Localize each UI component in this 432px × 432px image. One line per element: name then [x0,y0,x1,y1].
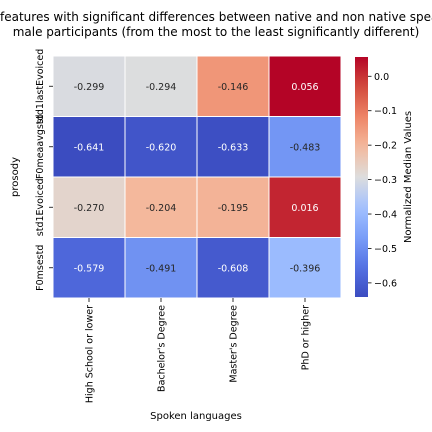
x-axis-ticks: High School or lower Bachelor's Degree Mas… [85,298,312,403]
heatmap-cell [268,55,342,117]
cell-value-label: -0.294 [146,82,177,93]
cell-value-label: -0.146 [218,82,249,93]
chart-title-line-1: features with significant differences be… [0,10,432,24]
colorbar-tick-label: −0.6 [374,278,397,289]
cell-value-label: -0.195 [218,203,249,214]
heatmap-cell [196,176,270,238]
colorbar-tick-label: −0.1 [374,106,397,117]
cell-value-label: 0.056 [291,82,318,93]
colorbar-tick-label: −0.2 [374,141,397,152]
colorbar-ticks: 0.0 −0.1 −0.2 −0.3 −0.4 −0.5 −0.6 [368,72,397,289]
cell-value-label: -0.608 [218,263,249,274]
colorbar-tick-label: 0.0 [374,72,389,83]
cell-value-label: -0.491 [146,263,177,274]
heatmap-cell [124,116,198,178]
colorbar: 0.0 −0.1 −0.2 −0.3 −0.4 −0.5 −0.6 Normalized M… [355,57,414,297]
heatmap-cell [52,237,126,299]
chart-title-line-2: male participants (from the most to the … [12,25,420,39]
x-axis-label: Spoken languages [150,411,242,422]
cell-value-label: -0.299 [74,82,105,93]
cell-value-label: -0.641 [74,142,105,153]
heatmap-cell [52,116,126,178]
y-axis-label: prosody [10,157,21,197]
cell-value-label: -0.620 [146,142,177,153]
colorbar-gradient [355,57,368,297]
colorbar-tick-label: −0.3 [374,175,397,186]
cell-value-label: -0.396 [290,263,321,274]
colorbar-tick-label: −0.5 [374,244,397,255]
cell-value-label: -0.270 [74,203,105,214]
x-tick-label: PhD or higher [301,305,312,370]
x-tick-label: Master's Degree [229,305,240,383]
heatmap-cell [196,55,270,117]
heatmap-cell [124,237,198,299]
y-tick-label: std1Evoiced [35,178,46,236]
colorbar-tick-label: −0.4 [374,210,397,221]
x-tick-label: Bachelor's Degree [157,305,168,392]
cell-value-label: -0.633 [218,142,249,153]
cell-value-label: 0.016 [291,203,318,214]
heatmap-cells: -0.299 -0.294 -0.146 0.056 -0.641 -0.620 -0.63… [52,55,342,299]
cell-value-label: -0.483 [290,142,321,153]
heatmap-cell [52,55,126,117]
x-tick-label: High School or lower [85,305,96,403]
heatmap-cell [52,176,126,238]
y-tick-label: F0meaavgstd [35,114,46,179]
colorbar-label: Normalized Median Values [403,111,414,243]
y-tick-label: std1lastEvoiced [35,49,46,124]
y-tick-label: F0msestd [35,245,46,291]
cell-value-label: -0.579 [74,263,105,274]
heatmap-cell [268,176,342,238]
cell-value-label: -0.204 [146,203,177,214]
